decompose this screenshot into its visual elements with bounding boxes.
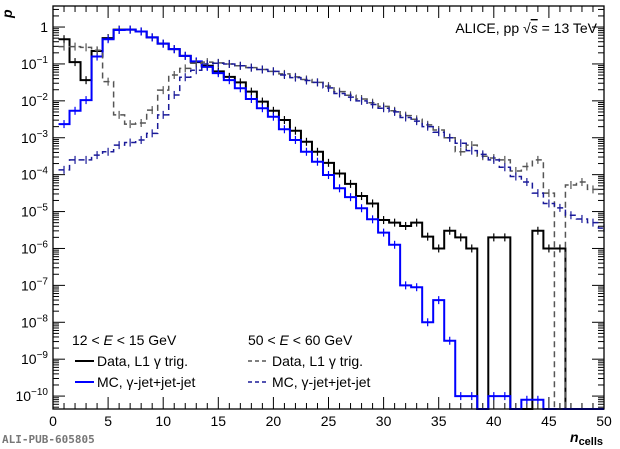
x-tick-label: 25 [321,413,337,429]
y-tick-label: 10−9 [21,350,48,367]
x-tick-label: 30 [376,413,392,429]
legend-header-low-energy: 12 < E < 15 GeV [72,332,177,348]
y-tick-label: 10−2 [21,92,48,109]
legend-label-data-low: Data, L1 γ trig. [97,353,188,369]
chart-title: ALICE, pp √s = 13 TeV [455,20,597,36]
plot-frame [52,5,605,410]
legend-header-high-energy: 50 < E < 60 GeV [248,332,353,348]
x-tick-label: 40 [486,413,502,429]
y-tick-label: 10−10 [15,387,48,404]
y-tick-label: 1 [40,19,48,35]
x-tick-label: 5 [104,413,112,429]
x-tick-label: 35 [431,413,447,429]
x-tick-label: 0 [49,413,57,429]
y-tick-label: 10−5 [21,203,48,220]
x-tick-label: 45 [541,413,557,429]
y-axis-label: p [0,9,15,19]
y-tick-label: 10−4 [21,166,48,183]
x-tick-label: 20 [266,413,282,429]
series-3-histogram [58,62,604,229]
tick-labels: 0 5 10 15 20 25 30 35 40 45 50 1 10−1 10−2 10−3 10−4 10−… [15,19,612,429]
axis-ticks [52,6,605,409]
legend-label-mc-low: MC, γ-jet+jet-jet [97,374,196,390]
legend: 12 < E < 15 GeV 50 < E < 60 GeV Data, L1… [72,332,371,390]
x-tick-label: 15 [211,413,227,429]
y-tick-label: 10−1 [21,55,48,72]
y-tick-label: 10−7 [21,276,48,293]
y-tick-label: 10−3 [21,129,48,146]
x-axis-label: ncells [570,429,603,448]
x-tick-label: 10 [155,413,171,429]
series-group [58,25,605,410]
legend-label-data-high: Data, L1 γ trig. [272,353,363,369]
publication-id-watermark: ALI-PUB-605805 [2,433,95,446]
y-tick-label: 10−8 [21,313,48,330]
x-tick-label: 50 [596,413,612,429]
y-tick-label: 10−6 [21,239,48,256]
legend-label-mc-high: MC, γ-jet+jet-jet [272,374,371,390]
